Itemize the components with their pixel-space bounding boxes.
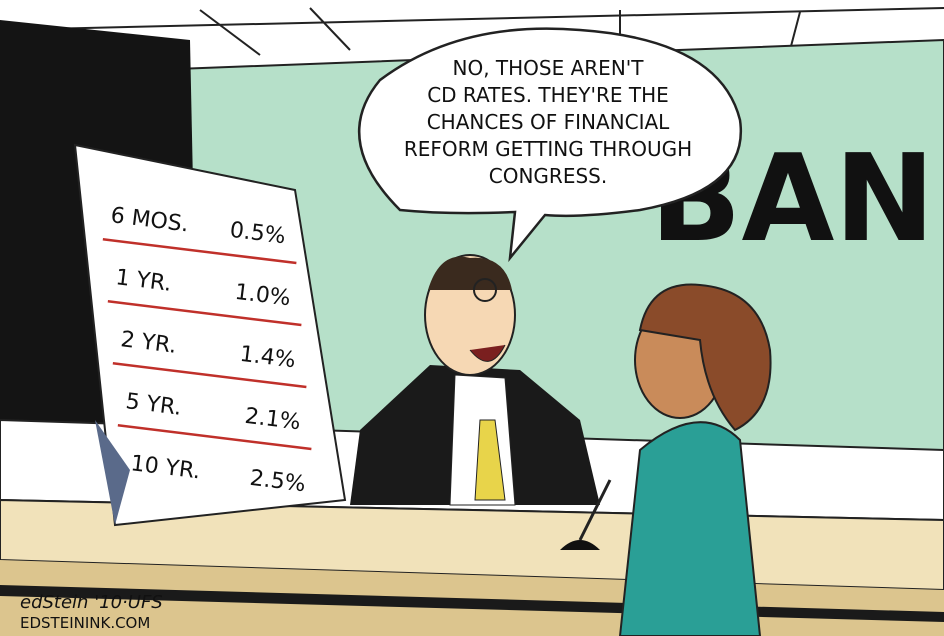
speech-line: REFORM GETTING THROUGH [404,137,692,161]
speech-line: CONGRESS. [489,164,607,188]
speech-line: CD RATES. THEY'RE THE [427,83,669,107]
cartoon: BANK 6 MOS.0.5%1 YR.1.0%2 YR.1.4%5 YR.2.… [0,0,944,636]
speech-line: CHANCES OF FINANCIAL [427,110,670,134]
speech-line: NO, THOSE AREN'T [453,56,645,80]
signature-website: EDSTEININK.COM [20,614,150,632]
page: BANK 6 MOS.0.5%1 YR.1.0%2 YR.1.4%5 YR.2.… [0,0,944,636]
customer-shirt [620,422,760,636]
signature-artist: edStein '10·UFS [20,592,163,613]
